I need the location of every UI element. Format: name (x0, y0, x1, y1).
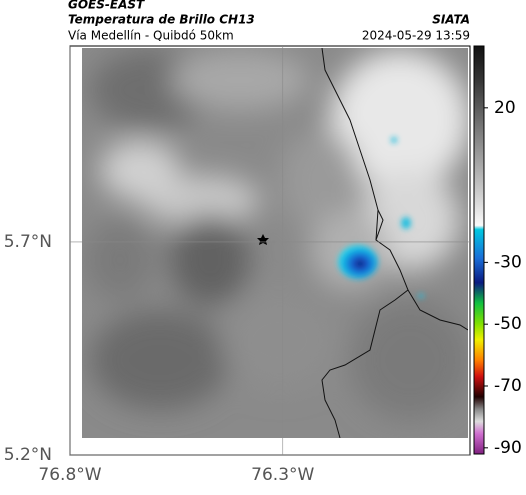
colorbar-tick-label: -30 (494, 252, 522, 272)
route: Vía Medellín - Quibdó 50km (68, 29, 234, 43)
x-tick-label: 76.3°W (251, 465, 314, 485)
subtitle: Temperatura de Brillo CH13 (68, 13, 255, 27)
y-tick-label: 5.2°N (4, 445, 52, 465)
datetime: 2024-05-29 13:59 (362, 29, 470, 43)
colorbar (473, 45, 485, 455)
colorbar-tick-label: -50 (494, 314, 522, 334)
x-tick-label: 76.8°W (38, 465, 101, 485)
satellite-image (82, 48, 468, 438)
title: GOES-EAST (68, 0, 145, 12)
colorbar-tick-label: -90 (494, 438, 522, 458)
colorbar-tick-label: -70 (494, 376, 522, 396)
colorbar-tick-label: 20 (494, 98, 516, 118)
y-tick-label: 5.7°N (4, 232, 52, 252)
source: SIATA (432, 13, 470, 27)
